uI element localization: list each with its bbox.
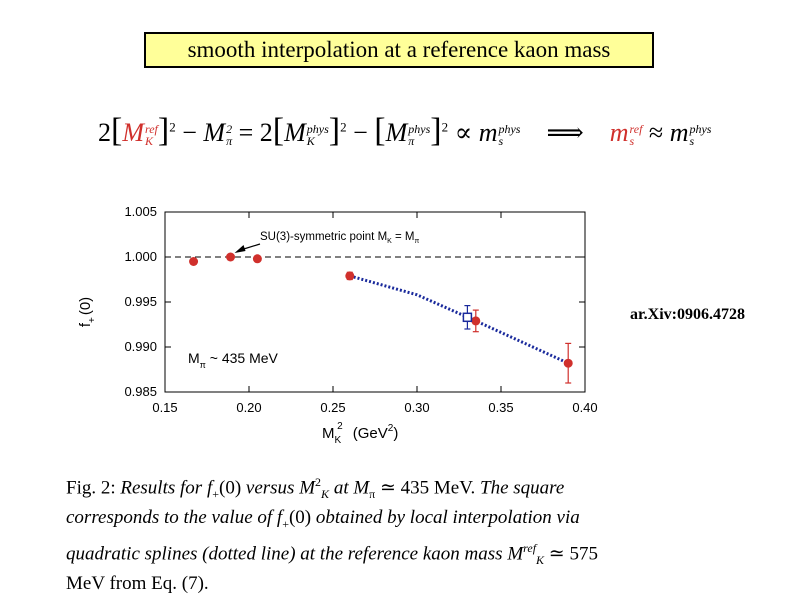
interpolated-square	[462, 312, 473, 323]
eq-m-k-ref: M	[122, 118, 144, 147]
annotation-arrowhead	[234, 245, 246, 253]
y-tick-label: 1.005	[124, 204, 157, 219]
x-tick-label: 0.15	[152, 400, 177, 415]
svg-text:f+(0): f+(0)	[77, 297, 98, 327]
su3-annotation: SU(3)-symmetric point MK = Mπ	[260, 231, 420, 245]
x-tick-label: 0.25	[320, 400, 345, 415]
data-point	[345, 271, 355, 281]
mass-label: Mπ ~ 435 MeV	[188, 350, 279, 370]
data-point	[252, 254, 262, 264]
plot-frame	[164, 211, 586, 393]
arxiv-reference: ar.Xiv:0906.4728	[630, 306, 745, 323]
y-tick-label: 0.990	[124, 339, 157, 354]
data-point	[471, 316, 481, 326]
x-tick-label: 0.30	[404, 400, 429, 415]
y-tick-label: 1.000	[124, 249, 157, 264]
data-point	[226, 252, 236, 262]
slide-title: smooth interpolation at a reference kaon…	[144, 32, 654, 68]
implies-arrow: ⟹	[546, 118, 584, 147]
figure-caption: Fig. 2: Results for f+(0) versus M2K at …	[66, 475, 598, 595]
spline-curve	[349, 274, 569, 365]
y-axis-label: f+(0)	[77, 297, 98, 327]
eq-coefficient: 2	[98, 118, 111, 147]
y-tick-label: 0.995	[124, 294, 157, 309]
x-tick-label: 0.40	[572, 400, 597, 415]
data-point	[563, 358, 573, 368]
x-axis-label: MK2 (GeV2)	[322, 421, 398, 446]
y-tick-label: 0.985	[124, 384, 157, 399]
chart: 0.15 0.20 0.25 0.30 0.35 0.40 0.985 0.990 0.995 1…	[77, 204, 598, 446]
x-tick-label: 0.20	[236, 400, 261, 415]
x-tick-label: 0.35	[488, 400, 513, 415]
data-point	[189, 257, 199, 266]
